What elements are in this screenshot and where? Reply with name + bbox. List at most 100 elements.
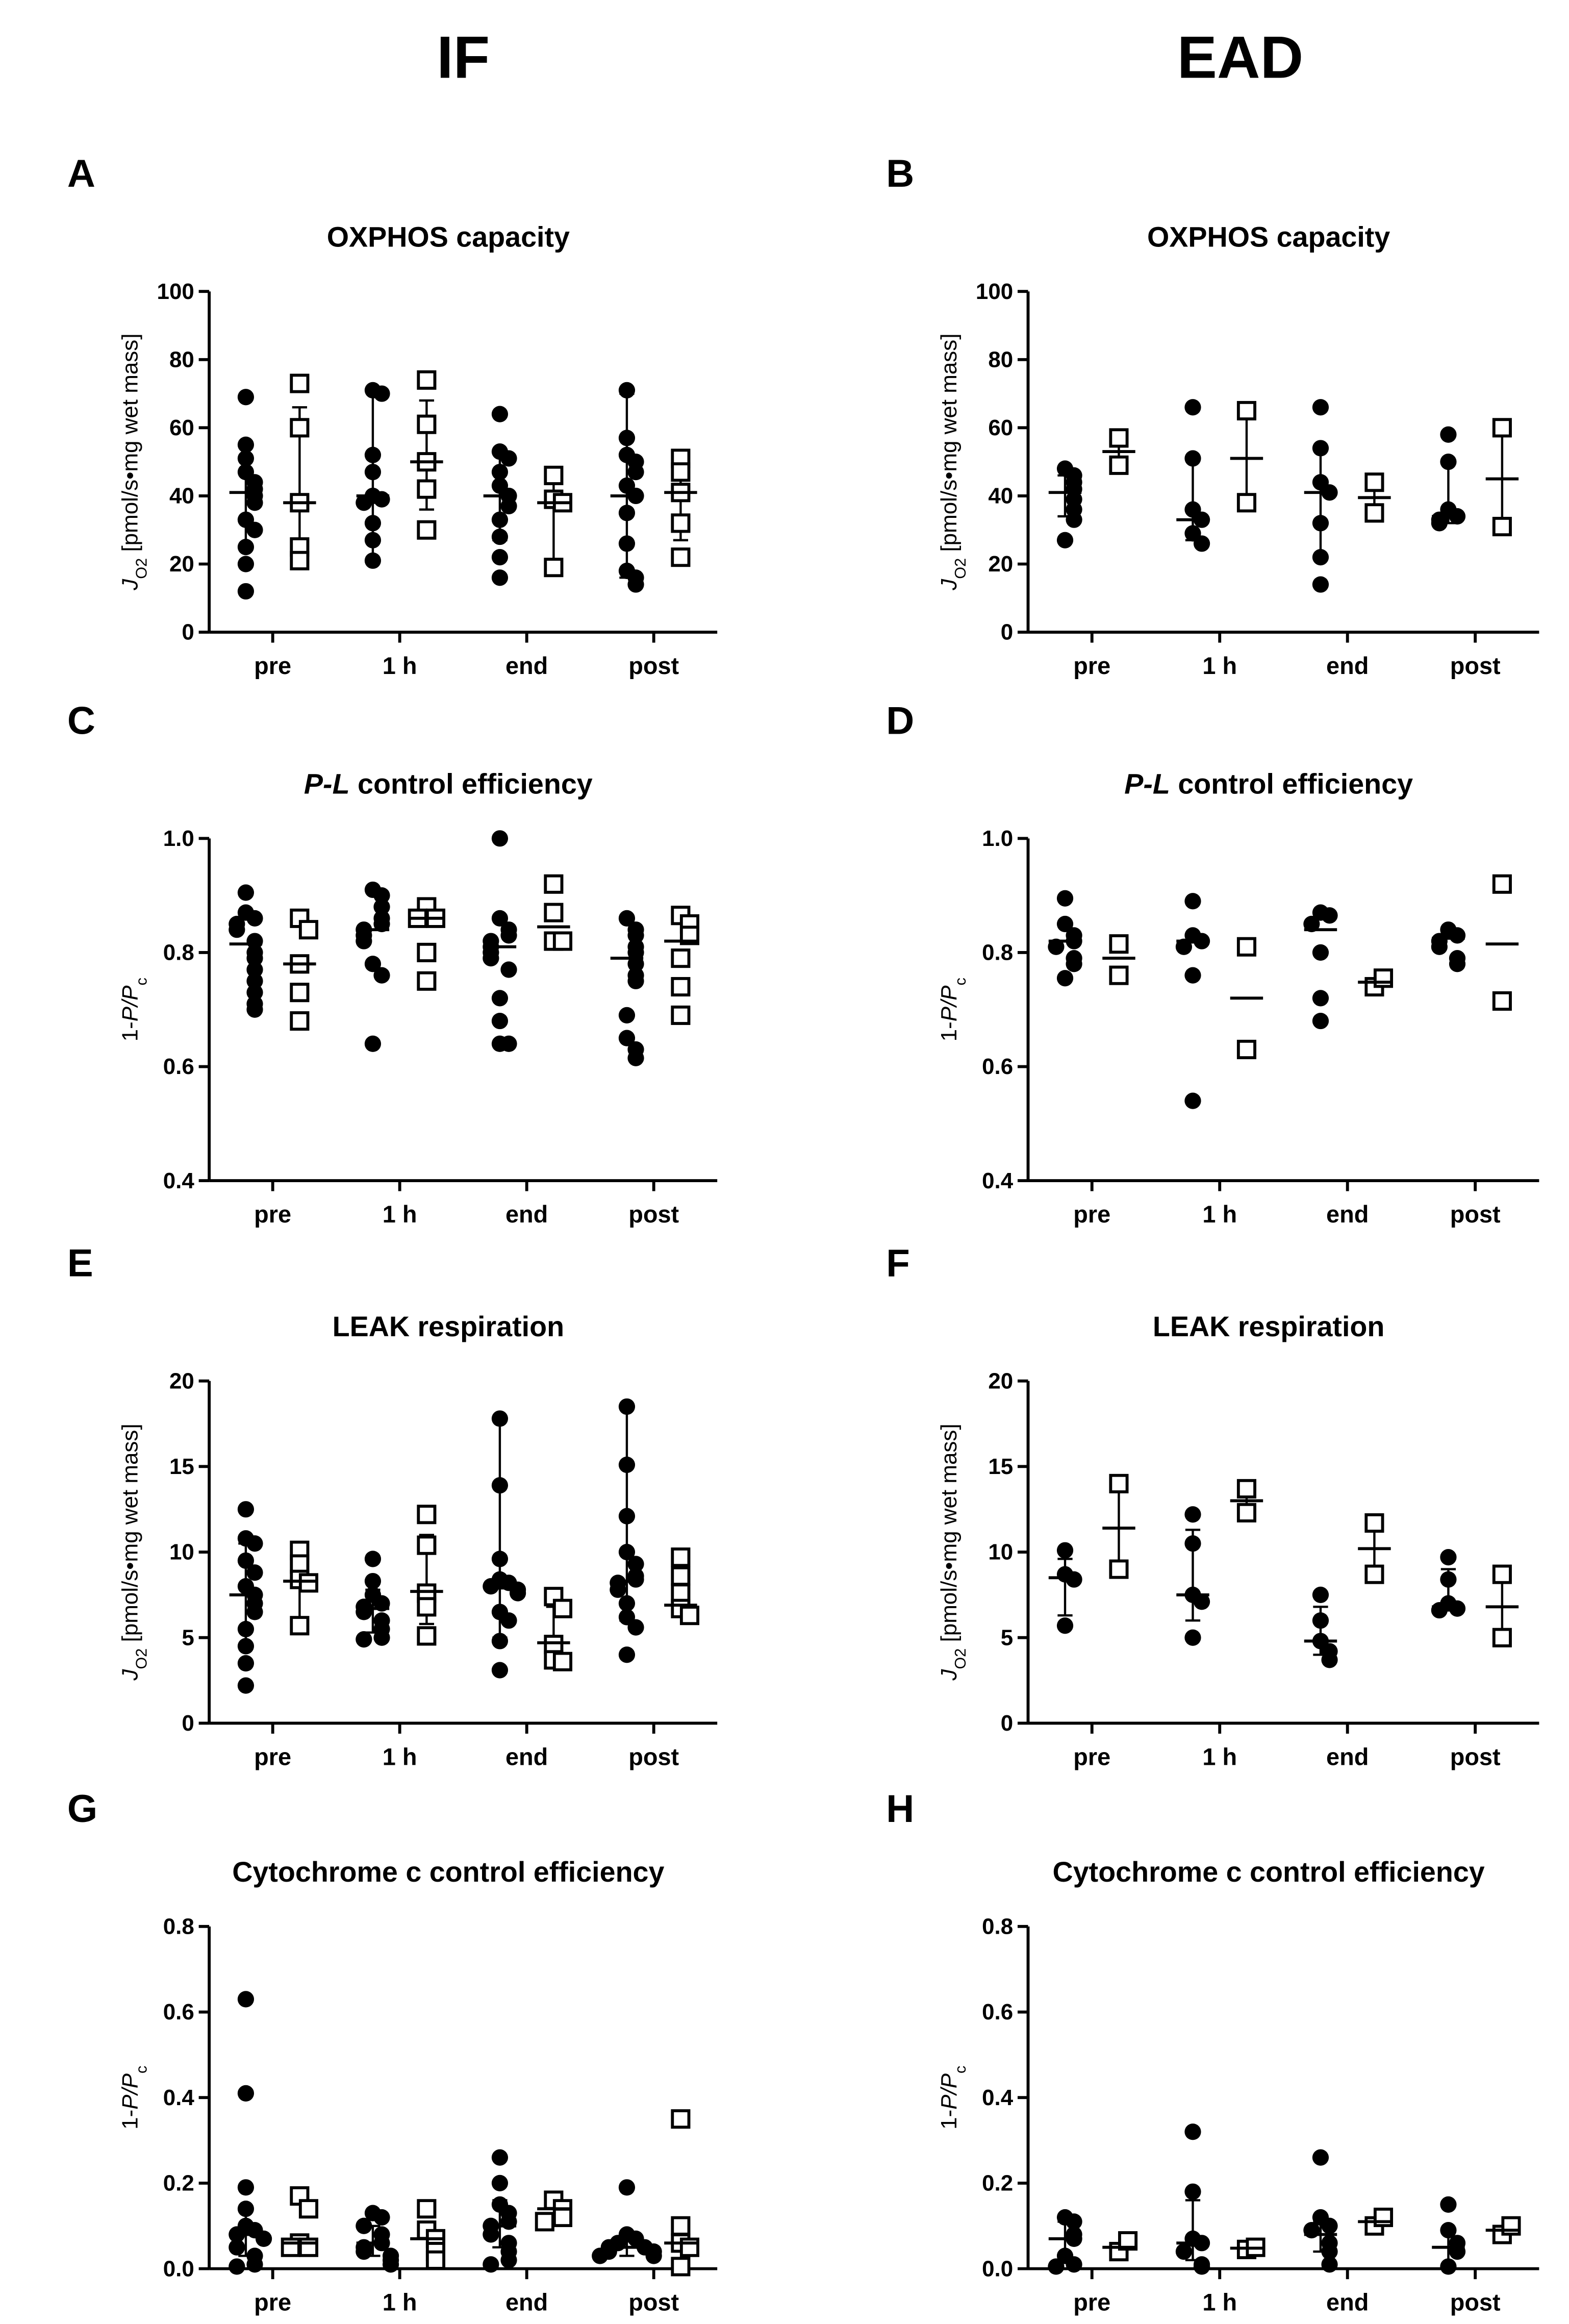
data-point xyxy=(1440,1571,1457,1588)
y-tick-label: 40 xyxy=(988,484,1013,509)
data-point xyxy=(491,406,509,422)
data-point xyxy=(483,2256,499,2273)
panel-label: E xyxy=(67,1242,93,1285)
chart-title: LEAK respiration xyxy=(333,1311,565,1342)
data-point xyxy=(1175,938,1193,955)
data-point xyxy=(1312,990,1329,1007)
y-tick-label: 0.8 xyxy=(982,940,1013,965)
data-point xyxy=(1364,1513,1384,1533)
y-axis-label: JO2 [pmol/s•mg wet mass] xyxy=(118,334,150,591)
text-part: O2 xyxy=(132,1648,150,1669)
data-point xyxy=(618,382,636,398)
data-point xyxy=(535,2212,554,2232)
data-point xyxy=(627,1049,644,1066)
data-point xyxy=(671,1547,691,1567)
data-point xyxy=(1066,956,1082,972)
data-point xyxy=(1492,1628,1512,1647)
x-tick-label: end xyxy=(505,653,548,679)
data-point xyxy=(417,520,437,540)
data-point xyxy=(1048,2258,1065,2275)
data-point xyxy=(627,972,644,989)
y-tick-label: 0.8 xyxy=(163,940,194,965)
data-point xyxy=(1312,515,1329,532)
data-point xyxy=(290,1011,310,1031)
data-point xyxy=(679,1606,700,1626)
data-point xyxy=(627,944,644,961)
data-point xyxy=(1440,426,1457,443)
data-point xyxy=(237,583,255,600)
y-axis-label: JO2 [pmol/s•mg wet mass] xyxy=(937,1423,969,1681)
data-point xyxy=(1440,2222,1457,2239)
data-point xyxy=(1193,1593,1210,1610)
data-point xyxy=(671,1566,691,1586)
data-point xyxy=(1364,472,1384,492)
data-point xyxy=(417,370,437,390)
data-point xyxy=(618,1456,636,1473)
text-part: [pmol/s•mg wet mass] xyxy=(118,334,143,558)
data-point xyxy=(364,532,382,548)
data-point xyxy=(552,2207,573,2228)
data-point xyxy=(618,1646,636,1663)
data-point xyxy=(298,920,318,940)
y-axis-label: JO2 [pmol/s•mg wet mass] xyxy=(937,334,969,591)
data-point xyxy=(417,1626,437,1646)
data-point xyxy=(298,2199,318,2219)
data-point xyxy=(1492,1564,1512,1584)
data-point xyxy=(417,971,437,991)
data-point xyxy=(618,1030,636,1046)
y-tick-label: 0.4 xyxy=(163,2085,195,2110)
data-point xyxy=(1184,1092,1201,1109)
data-point xyxy=(618,505,636,521)
data-point xyxy=(1184,967,1201,984)
y-tick-label: 0 xyxy=(1001,620,1013,645)
data-point xyxy=(1364,1564,1384,1584)
data-point xyxy=(618,1543,636,1561)
y-tick-label: 100 xyxy=(157,279,194,304)
data-point xyxy=(483,949,499,967)
data-point xyxy=(1492,418,1512,438)
x-tick-label: post xyxy=(1450,1201,1501,1228)
data-point xyxy=(229,921,245,938)
data-point xyxy=(373,1629,390,1646)
text-part: P/P xyxy=(118,985,143,1022)
y-axis-label: JO2 [pmol/s•mg wet mass] xyxy=(118,1423,150,1681)
data-point xyxy=(491,990,509,1007)
data-point xyxy=(491,2175,509,2192)
text-part: c xyxy=(132,978,150,985)
y-tick-label: 0 xyxy=(182,1711,194,1736)
data-point xyxy=(483,1578,499,1595)
data-point xyxy=(364,1035,382,1052)
data-point xyxy=(618,1398,636,1415)
data-point xyxy=(1236,401,1256,421)
data-point xyxy=(373,898,390,915)
data-point xyxy=(1109,428,1129,448)
panel-label: F xyxy=(886,1242,910,1285)
data-point xyxy=(417,414,437,434)
data-point xyxy=(364,1551,382,1567)
data-point xyxy=(298,1573,318,1593)
data-point xyxy=(500,497,517,515)
y-tick-label: 0.0 xyxy=(163,2256,194,2281)
x-tick-label: post xyxy=(628,1743,679,1770)
text-part: c xyxy=(951,978,969,985)
x-tick-label: post xyxy=(1450,653,1501,679)
data-point xyxy=(1449,1600,1466,1617)
y-tick-label: 20 xyxy=(988,1368,1013,1393)
text-part: O2 xyxy=(951,558,969,579)
data-point xyxy=(373,491,390,508)
data-point xyxy=(237,2201,255,2217)
data-point xyxy=(364,1572,382,1590)
data-point xyxy=(618,1595,636,1612)
data-point xyxy=(246,949,263,967)
data-point xyxy=(1184,1535,1201,1552)
data-point xyxy=(618,910,636,927)
data-point xyxy=(592,2247,609,2264)
y-tick-label: 20 xyxy=(988,552,1013,577)
text-part: [pmol/s•mg wet mass] xyxy=(937,334,961,558)
panel-label: H xyxy=(886,1787,914,1831)
data-point xyxy=(1312,399,1329,416)
data-point xyxy=(491,549,509,566)
x-tick-label: end xyxy=(1326,1201,1369,1228)
data-point xyxy=(1440,454,1457,470)
x-tick-label: pre xyxy=(254,1201,291,1228)
